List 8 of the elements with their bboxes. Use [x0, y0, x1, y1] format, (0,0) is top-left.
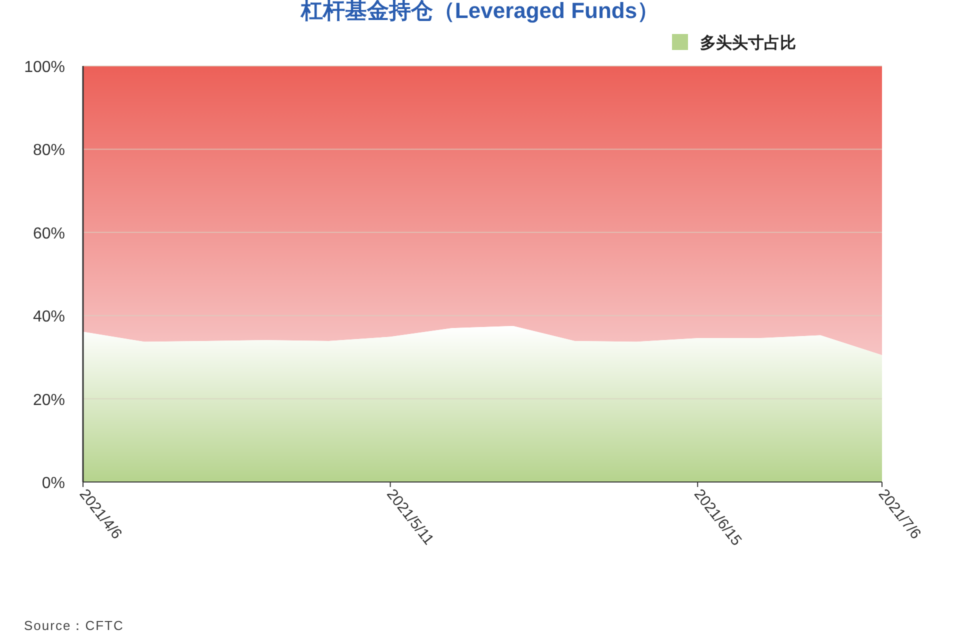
legend-label: 多头头寸占比	[700, 34, 796, 52]
y-tick-label: 40%	[32, 308, 65, 326]
source-note: Source：CFTC	[24, 618, 124, 633]
y-tick-label: 20%	[32, 392, 65, 409]
y-tick-label: 100%	[24, 59, 65, 76]
y-tick-label: 80%	[32, 142, 65, 160]
y-tick-label: 60%	[32, 225, 65, 242]
y-tick-label: 0%	[42, 475, 65, 492]
